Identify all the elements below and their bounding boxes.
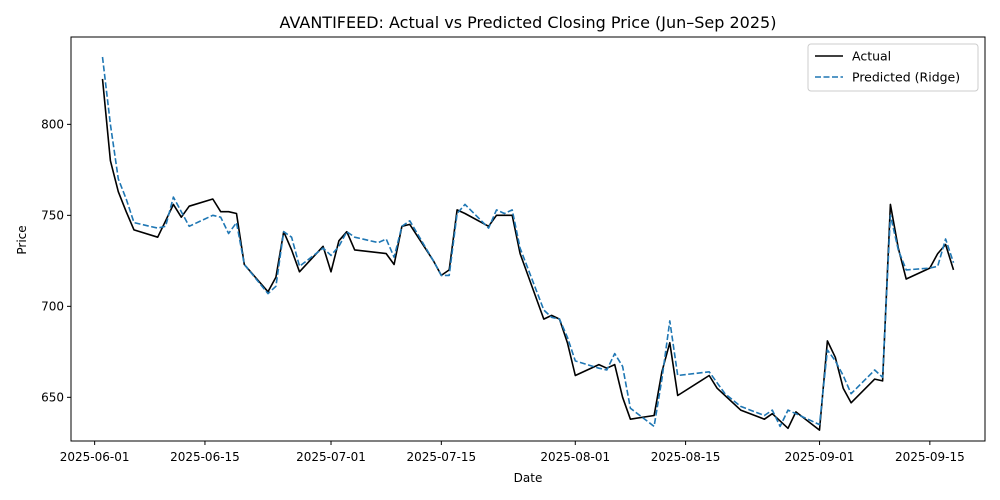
x-axis-label: Date (514, 471, 543, 485)
plot-lines (101, 56, 955, 431)
x-axis: 2025-06-01 2025-06-15 2025-07-01 2025-07-15… (60, 441, 965, 464)
y-axis-label: Price (15, 225, 29, 254)
y-tick-label: 700 (41, 299, 64, 313)
x-tick-label: 2025-06-01 (60, 450, 130, 464)
x-tick-label: 2025-08-01 (540, 450, 610, 464)
x-tick-label: 2025-09-01 (785, 450, 855, 464)
x-tick-label: 2025-08-15 (651, 450, 721, 464)
legend-label-predicted: Predicted (Ridge) (852, 70, 960, 85)
y-axis: 650 700 750 800 (41, 117, 71, 404)
y-tick-label: 800 (41, 117, 64, 131)
x-tick-label: 2025-07-01 (296, 450, 366, 464)
x-tick-label: 2025-06-15 (170, 450, 240, 464)
x-tick-label: 2025-07-15 (406, 450, 476, 464)
legend-box (807, 43, 979, 92)
series-line-actual (101, 78, 955, 431)
y-tick-label: 650 (41, 390, 64, 404)
series-line-predicted (101, 56, 955, 428)
legend: Actual Predicted (Ridge) (807, 43, 979, 92)
x-tick-label: 2025-09-15 (895, 450, 965, 464)
plot-frame (70, 36, 986, 442)
chart-title: AVANTIFEED: Actual vs Predicted Closing … (280, 13, 777, 32)
y-tick-label: 750 (41, 208, 64, 222)
legend-label-actual: Actual (852, 49, 891, 64)
